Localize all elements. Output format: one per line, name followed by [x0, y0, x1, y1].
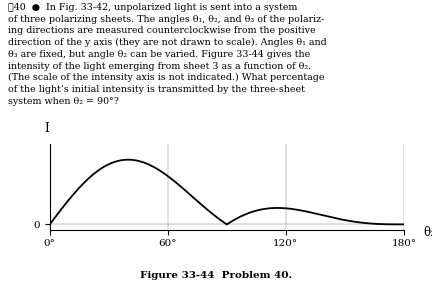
Text: ⁀40  ●  In Fig. 33-42, unpolarized light is sent into a system
of three polarizi: ⁀40 ● In Fig. 33-42, unpolarized light i…: [8, 3, 327, 106]
Text: Figure 33-44  Problem 40.: Figure 33-44 Problem 40.: [140, 271, 292, 280]
Text: θ₂: θ₂: [423, 226, 432, 239]
Text: I: I: [44, 122, 49, 135]
